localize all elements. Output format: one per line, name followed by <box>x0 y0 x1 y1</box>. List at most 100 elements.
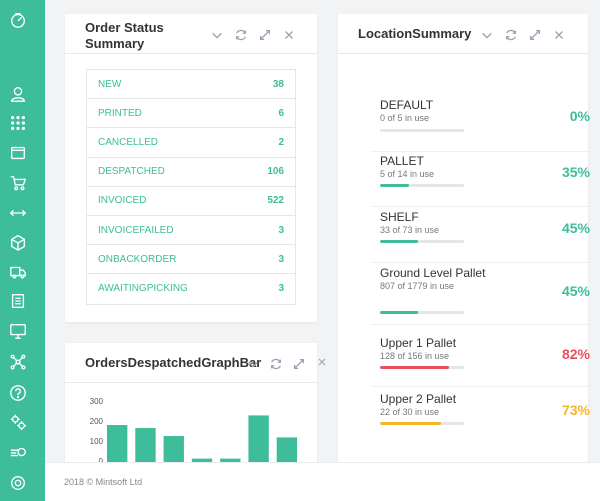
usage-percent: 45% <box>561 220 590 236</box>
usage-bar <box>380 240 464 243</box>
location-name: SHELF <box>380 210 419 224</box>
refresh-icon[interactable] <box>233 27 249 43</box>
divider <box>371 262 600 263</box>
table-row[interactable]: INVOICED 522 <box>87 187 295 216</box>
chart-bar[interactable] <box>276 437 298 463</box>
expand-icon[interactable] <box>291 356 307 372</box>
usage-bar-fill <box>380 240 418 243</box>
location-name: Upper 1 Pallet <box>380 336 457 350</box>
box-icon[interactable] <box>8 232 28 252</box>
location-item-pallet: PALLET 5 of 14 in use 35% <box>380 154 590 194</box>
usage-bar-fill <box>380 184 410 187</box>
location-item-upper-2-pallet: Upper 2 Pallet 22 of 30 in use 73% <box>380 392 590 432</box>
location-summary-title: LocationSummary <box>358 26 472 41</box>
chart-bar[interactable] <box>107 425 128 463</box>
orders-despatched-card: OrdersDespatchedGraphBar 300 200 100 0 <box>65 343 317 463</box>
usage-bar <box>380 366 464 369</box>
order-status-table: NEW 38 PRINTED 6 CANCELLED 2 DESPATCHED 106 … <box>86 69 296 305</box>
card-header: LocationSummary <box>338 14 588 54</box>
table-row[interactable]: CANCELLED 2 <box>87 128 295 158</box>
row-label: ONBACKORDER <box>98 253 177 265</box>
y-tick-label: 200 <box>90 417 104 426</box>
table-row[interactable]: DESPATCHED 106 <box>87 158 295 187</box>
cart-icon[interactable] <box>8 173 28 193</box>
help-icon[interactable] <box>8 383 28 403</box>
location-item-upper-1-pallet: Upper 1 Pallet 128 of 156 in use 82% <box>380 336 590 376</box>
sidebar <box>0 0 45 501</box>
row-value: 106 <box>267 166 284 178</box>
network-icon[interactable] <box>8 352 28 372</box>
divider <box>371 324 600 325</box>
card-header: OrdersDespatchedGraphBar <box>65 343 317 383</box>
location-summary-card: LocationSummary DEFAULT 0 of 5 in use 0%… <box>338 14 600 462</box>
row-label: DESPATCHED <box>98 166 165 178</box>
truck-icon[interactable] <box>8 262 28 282</box>
usage-bar <box>380 184 464 187</box>
location-usage: 128 of 156 in use <box>380 351 450 361</box>
usage-percent: 45% <box>561 283 590 299</box>
y-tick-label: 0 <box>99 457 104 463</box>
footer-copyright: 2018 © Mintsoft Ltd <box>64 477 143 487</box>
usage-percent: 73% <box>561 402 590 418</box>
expand-icon[interactable] <box>257 27 273 43</box>
expand-icon[interactable] <box>527 27 543 43</box>
support-icon[interactable] <box>8 473 28 493</box>
row-value: 6 <box>278 107 284 119</box>
chart-bar[interactable] <box>163 436 184 463</box>
row-label: NEW <box>98 78 122 90</box>
usage-bar-fill <box>380 311 418 314</box>
close-icon[interactable] <box>316 355 328 367</box>
graph-title: OrdersDespatchedGraphBar <box>85 355 262 370</box>
chevron-down-icon[interactable] <box>245 356 261 372</box>
table-row[interactable]: INVOICEFAILED 3 <box>87 216 295 246</box>
transfer-icon[interactable] <box>8 203 28 223</box>
y-tick-label: 300 <box>90 397 104 406</box>
usage-bar-fill <box>380 366 449 369</box>
monitor-icon[interactable] <box>8 321 28 341</box>
card-header: Order Status Summary <box>65 14 317 54</box>
location-usage: 807 of 1779 in use <box>380 281 455 291</box>
location-usage: 0 of 5 in use <box>380 113 430 123</box>
chevron-down-icon[interactable] <box>209 27 225 43</box>
usage-bar <box>380 129 464 132</box>
location-item-default: DEFAULT 0 of 5 in use 0% <box>380 98 590 138</box>
row-value: 3 <box>278 253 284 265</box>
chevron-down-icon[interactable] <box>479 27 495 43</box>
location-name: Upper 2 Pallet <box>380 392 457 406</box>
location-usage: 33 of 73 in use <box>380 225 440 235</box>
divider <box>371 386 600 387</box>
orders-bar-chart: 300 200 100 0 <box>90 397 298 463</box>
row-value: 38 <box>272 78 284 90</box>
card-tools <box>245 356 307 372</box>
row-label: AWAITINGPICKING <box>98 283 188 295</box>
chart-bar[interactable] <box>135 428 156 463</box>
y-tick-label: 100 <box>90 437 104 446</box>
table-row[interactable]: ONBACKORDER 3 <box>87 245 295 275</box>
row-value: 3 <box>278 224 284 236</box>
location-usage: 5 of 14 in use <box>380 169 435 179</box>
row-label: CANCELLED <box>98 136 159 148</box>
order-status-title: Order Status Summary <box>85 20 164 52</box>
dashboard-icon[interactable] <box>8 10 28 30</box>
chart-bar[interactable] <box>220 458 241 463</box>
delivery-icon[interactable] <box>8 442 28 462</box>
users-icon[interactable] <box>8 84 28 104</box>
refresh-icon[interactable] <box>268 356 284 372</box>
row-value: 2 <box>278 136 284 148</box>
table-row[interactable]: PRINTED 6 <box>87 99 295 129</box>
refresh-icon[interactable] <box>503 27 519 43</box>
settings-gears-icon[interactable] <box>8 412 28 432</box>
close-icon[interactable] <box>551 27 567 43</box>
chart-bar[interactable] <box>248 415 269 463</box>
table-row[interactable]: NEW 38 <box>87 70 295 100</box>
apps-grid-icon[interactable] <box>8 113 28 133</box>
row-value: 3 <box>278 283 284 295</box>
usage-bar-fill <box>380 422 442 425</box>
stack-icon[interactable] <box>8 291 28 311</box>
inbox-icon[interactable] <box>8 143 28 163</box>
close-icon[interactable] <box>281 27 297 43</box>
row-label: INVOICED <box>98 195 147 207</box>
table-row[interactable]: AWAITINGPICKING 3 <box>87 274 295 303</box>
chart-bar[interactable] <box>191 458 213 463</box>
usage-bar <box>380 311 464 314</box>
